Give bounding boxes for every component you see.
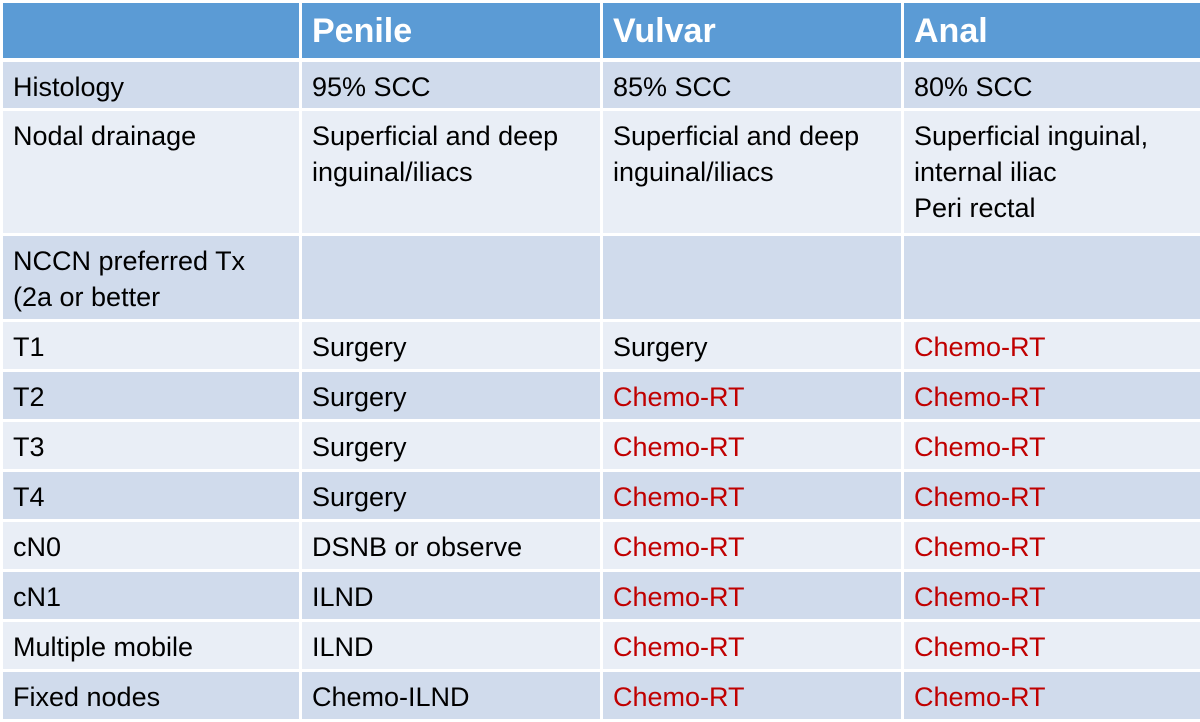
table-row: T3 Surgery Chemo-RT Chemo-RT — [2, 421, 1200, 471]
cell-text: Chemo-RT — [914, 629, 1190, 665]
cell-text: inguinal/iliacs — [312, 154, 590, 190]
cell-text: Chemo-RT — [613, 629, 891, 665]
row-label: T1 — [2, 321, 301, 371]
cell-text: DSNB or observe — [312, 529, 590, 565]
cell-text: Chemo-RT — [914, 429, 1190, 465]
row-label: Multiple mobile — [2, 621, 301, 671]
cell-text: 95% SCC — [312, 69, 590, 105]
cell-penile: ILND — [301, 621, 602, 671]
cell-anal: Chemo-RT — [903, 521, 1200, 571]
cell-text: Chemo-ILND — [312, 679, 590, 715]
row-label: cN0 — [2, 521, 301, 571]
cell-vulvar: Chemo-RT — [602, 421, 903, 471]
cell-text: Chemo-RT — [914, 679, 1190, 715]
cell-anal: Chemo-RT — [903, 371, 1200, 421]
cell-anal: Chemo-RT — [903, 421, 1200, 471]
row-label-line: (2a or better — [13, 279, 289, 315]
table-row: Multiple mobile ILND Chemo-RT Chemo-RT — [2, 621, 1200, 671]
cell-anal: Chemo-RT — [903, 621, 1200, 671]
table-row: T4 Surgery Chemo-RT Chemo-RT — [2, 471, 1200, 521]
row-label-line: NCCN preferred Tx — [13, 243, 289, 279]
cell-text: Chemo-RT — [613, 579, 891, 615]
table-body: Histology 95% SCC 85% SCC 80% SCC Nodal drai… — [2, 60, 1200, 721]
cell-penile: Surgery — [301, 321, 602, 371]
cell-text: Superficial and deep — [613, 118, 891, 154]
cell-penile: ILND — [301, 571, 602, 621]
cell-text: Chemo-RT — [613, 529, 891, 565]
cell-penile — [301, 235, 602, 321]
table-row: cN1 ILND Chemo-RT Chemo-RT — [2, 571, 1200, 621]
cell-text: Chemo-RT — [613, 379, 891, 415]
header-anal: Anal — [903, 2, 1200, 60]
cell-text: Chemo-RT — [613, 429, 891, 465]
cell-vulvar: Surgery — [602, 321, 903, 371]
cell-vulvar: 85% SCC — [602, 60, 903, 110]
cell-penile: Chemo-ILND — [301, 671, 602, 721]
cell-text: 80% SCC — [914, 69, 1190, 105]
table-row: Histology 95% SCC 85% SCC 80% SCC — [2, 60, 1200, 110]
cell-vulvar: Chemo-RT — [602, 571, 903, 621]
cell-text: internal iliac — [914, 154, 1190, 190]
cell-vulvar: Chemo-RT — [602, 371, 903, 421]
cell-text: Peri rectal — [914, 190, 1190, 226]
header-penile: Penile — [301, 2, 602, 60]
table-row: NCCN preferred Tx(2a or better — [2, 235, 1200, 321]
row-label: T4 — [2, 471, 301, 521]
cell-text: 85% SCC — [613, 69, 891, 105]
table-row: T1 Surgery Surgery Chemo-RT — [2, 321, 1200, 371]
cell-text: Chemo-RT — [914, 379, 1190, 415]
cell-anal: Chemo-RT — [903, 671, 1200, 721]
cell-anal: Chemo-RT — [903, 471, 1200, 521]
cell-penile: Surgery — [301, 371, 602, 421]
row-label: NCCN preferred Tx(2a or better — [2, 235, 301, 321]
cell-text: inguinal/iliacs — [613, 154, 891, 190]
cell-anal: Chemo-RT — [903, 571, 1200, 621]
cell-text: Surgery — [312, 329, 590, 365]
cell-text: Surgery — [312, 379, 590, 415]
cell-vulvar: Chemo-RT — [602, 671, 903, 721]
cell-text: Chemo-RT — [914, 529, 1190, 565]
cell-text: Surgery — [312, 429, 590, 465]
cell-text: Chemo-RT — [613, 679, 891, 715]
cell-vulvar: Chemo-RT — [602, 521, 903, 571]
table-row: Fixed nodes Chemo-ILND Chemo-RT Chemo-RT — [2, 671, 1200, 721]
cell-vulvar: Chemo-RT — [602, 471, 903, 521]
cell-text: Chemo-RT — [914, 329, 1190, 365]
cell-text: ILND — [312, 629, 590, 665]
cell-text: Chemo-RT — [914, 479, 1190, 515]
row-label: cN1 — [2, 571, 301, 621]
header-vulvar: Vulvar — [602, 2, 903, 60]
cell-text: Superficial inguinal, — [914, 118, 1190, 154]
cell-text: Superficial and deep — [312, 118, 590, 154]
cell-vulvar — [602, 235, 903, 321]
cell-text: Chemo-RT — [914, 579, 1190, 615]
row-label: T3 — [2, 421, 301, 471]
cell-text: Chemo-RT — [613, 479, 891, 515]
cell-penile: Surgery — [301, 421, 602, 471]
table-row: T2 Surgery Chemo-RT Chemo-RT — [2, 371, 1200, 421]
row-label: Histology — [2, 60, 301, 110]
cell-anal: 80% SCC — [903, 60, 1200, 110]
cell-text: Surgery — [613, 329, 891, 365]
cell-text: Surgery — [312, 479, 590, 515]
header-blank — [2, 2, 301, 60]
cell-anal: Chemo-RT — [903, 321, 1200, 371]
cell-text: ILND — [312, 579, 590, 615]
header-row: Penile Vulvar Anal — [2, 2, 1200, 60]
cell-penile: DSNB or observe — [301, 521, 602, 571]
cell-anal — [903, 235, 1200, 321]
row-label: Nodal drainage — [2, 110, 301, 235]
row-label: Fixed nodes — [2, 671, 301, 721]
cell-penile: Surgery — [301, 471, 602, 521]
row-label: T2 — [2, 371, 301, 421]
cell-penile: 95% SCC — [301, 60, 602, 110]
cell-vulvar: Chemo-RT — [602, 621, 903, 671]
table-row: cN0 DSNB or observe Chemo-RT Chemo-RT — [2, 521, 1200, 571]
